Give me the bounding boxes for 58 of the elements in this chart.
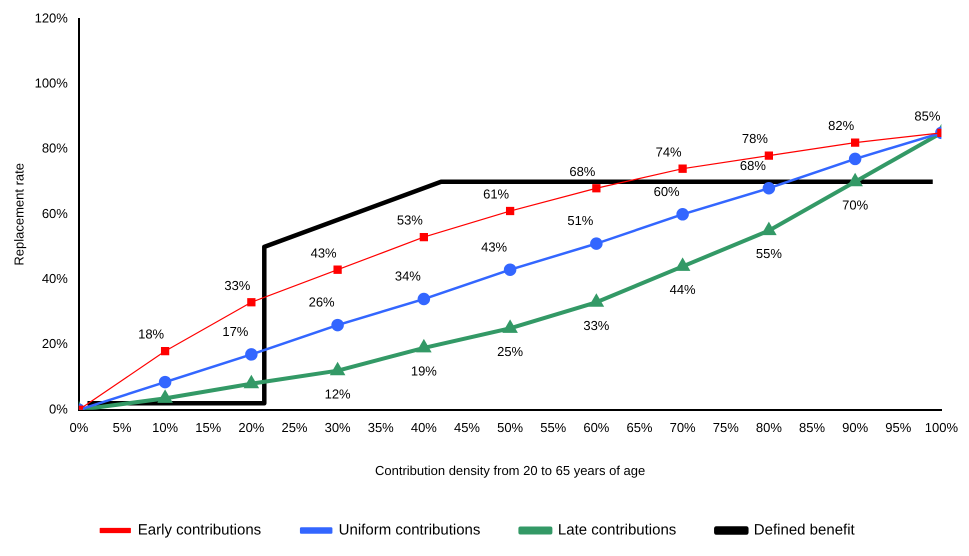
y-axis-title: Replacement rate — [11, 162, 26, 266]
y-tick-label: 100% — [34, 76, 68, 91]
x-tick-label: 30% — [324, 420, 352, 436]
data-label: 33% — [224, 278, 251, 293]
x-tick-label: 85% — [798, 420, 826, 436]
x-tick-label: 20% — [238, 420, 265, 436]
data-label: 68% — [740, 158, 766, 173]
x-tick-label: 10% — [152, 420, 179, 436]
x-tick-label: 65% — [626, 420, 653, 436]
y-tick-label: 40% — [42, 271, 68, 286]
data-label: 53% — [396, 212, 424, 228]
data-label: 68% — [569, 164, 596, 179]
data-label: 60% — [654, 184, 680, 199]
y-tick-label: 60% — [42, 206, 68, 221]
data-label: 55% — [756, 246, 782, 262]
y-tick-label: 20% — [42, 336, 68, 352]
legend-label: Uniform contributions — [338, 522, 480, 539]
y-tick-label: 80% — [42, 140, 68, 156]
x-tick-label: 80% — [756, 420, 782, 436]
x-tick-label: 90% — [842, 420, 869, 436]
x-tick-label: 95% — [885, 420, 912, 436]
data-label: 82% — [828, 118, 855, 134]
data-label: 44% — [670, 282, 696, 298]
data-label: 78% — [742, 131, 768, 146]
x-tick-label: 50% — [497, 420, 524, 436]
x-tick-label: 75% — [712, 420, 740, 436]
x-tick-label: 35% — [368, 420, 394, 436]
data-label: 25% — [497, 344, 524, 359]
data-label: 43% — [481, 239, 508, 254]
legend-label: Early contributions — [138, 522, 262, 539]
x-tick-label: 55% — [540, 420, 567, 436]
data-label: 34% — [394, 268, 422, 284]
data-label: 17% — [222, 324, 249, 339]
x-tick-label: 5% — [112, 420, 132, 436]
legend-label: Late contributions — [558, 522, 676, 539]
data-label: 85% — [914, 108, 941, 124]
data-label: 61% — [483, 186, 510, 202]
data-label: 43% — [310, 245, 338, 260]
data-label: 26% — [308, 294, 336, 310]
data-label: 51% — [567, 213, 594, 228]
x-tick-label: 40% — [410, 420, 438, 436]
y-tick-label: 0% — [49, 401, 68, 416]
x-tick-label: 60% — [583, 420, 610, 436]
x-tick-label: 100% — [924, 420, 958, 436]
data-label: 70% — [842, 197, 869, 212]
x-tick-label: 45% — [454, 420, 480, 436]
data-label: 19% — [410, 363, 438, 378]
y-tick-label: 120% — [34, 10, 68, 26]
x-tick-label: 0% — [69, 420, 89, 436]
data-label: 18% — [138, 326, 165, 342]
x-axis-title: Contribution density from 20 to 65 years of age — [374, 462, 646, 478]
legend-label: Defined benefit — [754, 522, 856, 539]
x-tick-label: 15% — [195, 420, 222, 436]
data-label: 33% — [583, 318, 610, 333]
x-tick-label: 70% — [670, 420, 696, 436]
data-label: 12% — [324, 386, 352, 402]
x-tick-label: 25% — [281, 420, 308, 436]
data-label: 74% — [656, 144, 682, 160]
